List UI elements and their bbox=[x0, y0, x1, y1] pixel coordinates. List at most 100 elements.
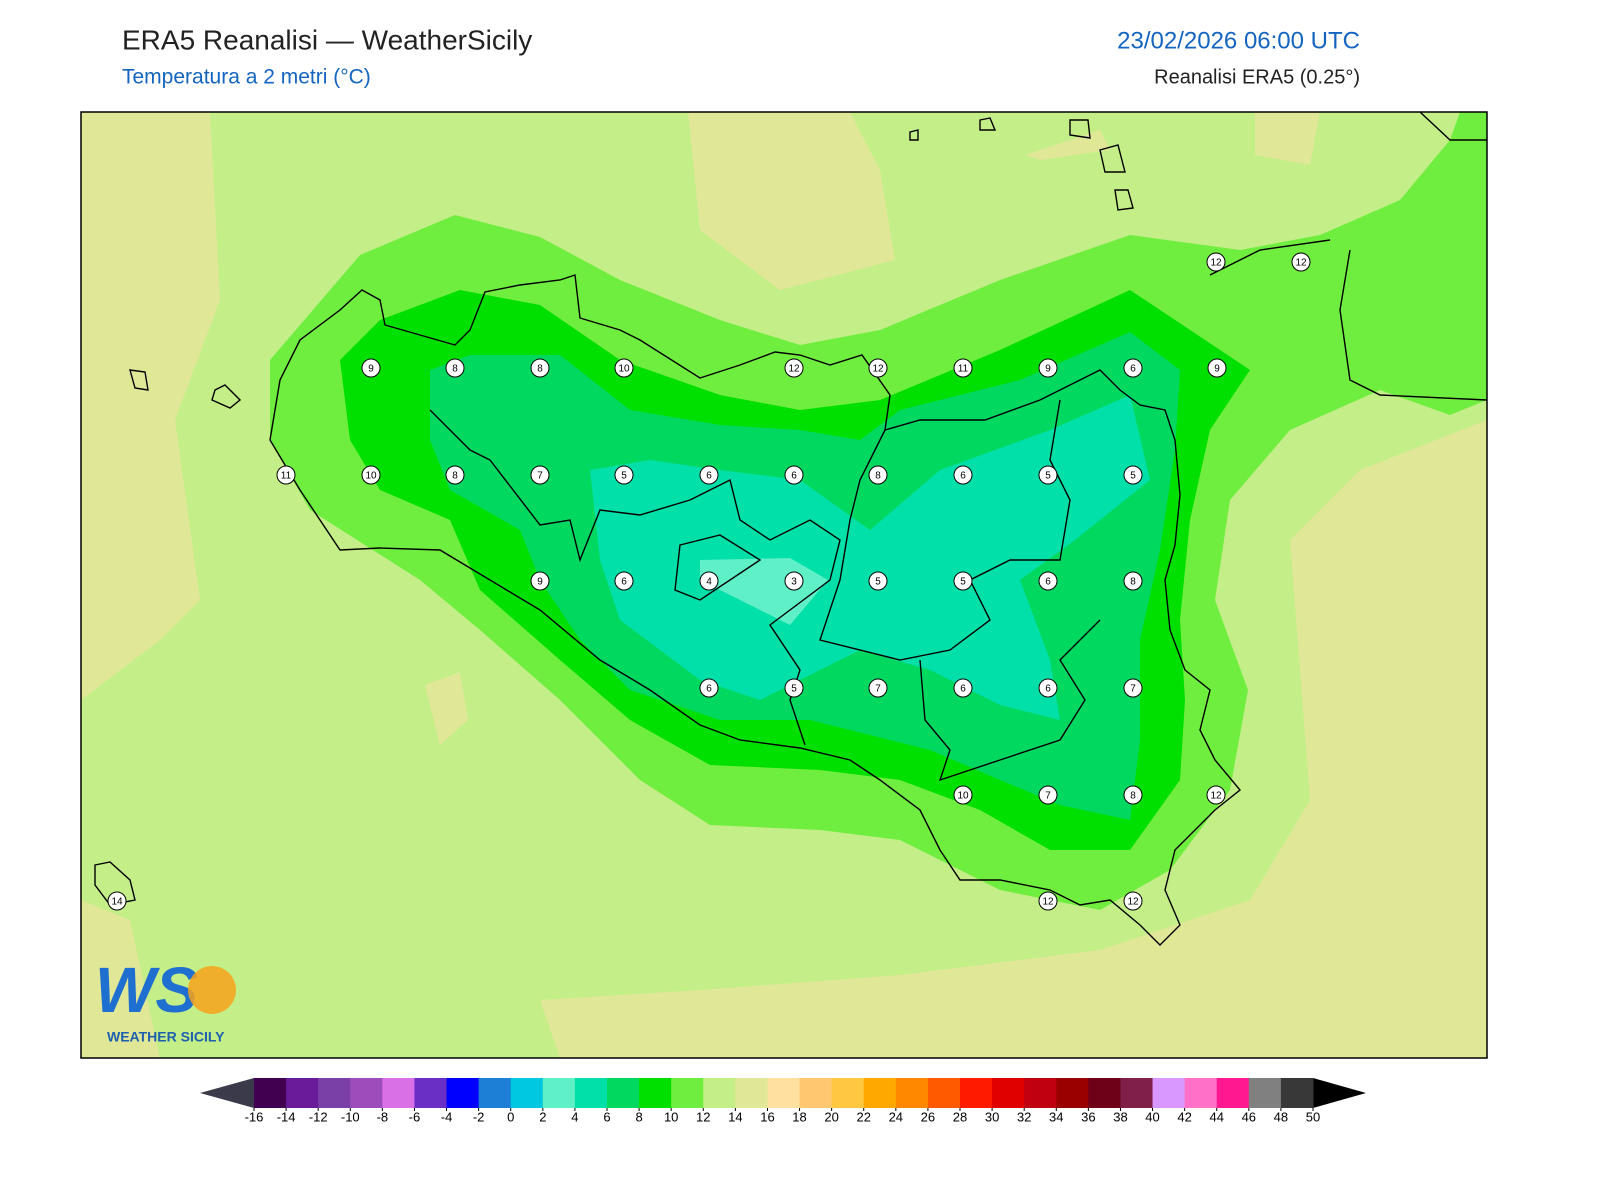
station-value: 6 bbox=[791, 471, 797, 482]
station: 7 bbox=[868, 678, 888, 698]
station-marker bbox=[953, 465, 973, 485]
station: 6 bbox=[1038, 571, 1058, 591]
station: 3 bbox=[784, 571, 804, 591]
colorbar-segment bbox=[1280, 1078, 1314, 1108]
colorbar-tick-label: -14 bbox=[277, 1109, 296, 1124]
station: 6 bbox=[953, 465, 973, 485]
colorbar-segment bbox=[1184, 1078, 1218, 1108]
colorbar-tick-label: 46 bbox=[1242, 1109, 1256, 1124]
station-marker bbox=[1207, 358, 1227, 378]
station-value: 4 bbox=[706, 577, 712, 588]
colorbar-segment bbox=[1024, 1078, 1057, 1108]
subtitle: Temperatura a 2 metri (°C) bbox=[122, 66, 371, 89]
colorbar-segment bbox=[1120, 1078, 1154, 1108]
colorbar: -16 -14 -12 -10 -8 -6 -4 -2 0 2 4 6 8 10 12 14 16 18 20 22 2… bbox=[200, 1078, 1366, 1124]
station: 10 bbox=[614, 358, 634, 378]
station-value: 9 bbox=[537, 577, 543, 588]
station-marker bbox=[953, 571, 973, 591]
colorbar-segment bbox=[927, 1078, 961, 1108]
station-value: 5 bbox=[1045, 471, 1051, 482]
station: 5 bbox=[868, 571, 888, 591]
station: 7 bbox=[530, 465, 550, 485]
colorbar-segment bbox=[1248, 1078, 1282, 1108]
station-value: 12 bbox=[788, 364, 800, 375]
station-value: 8 bbox=[1130, 577, 1136, 588]
station: 9 bbox=[1038, 358, 1058, 378]
station-marker bbox=[1206, 785, 1226, 805]
colorbar-tick-label: 26 bbox=[921, 1109, 935, 1124]
colorbar-tick-label: 16 bbox=[760, 1109, 774, 1124]
colorbar-tick-label: 48 bbox=[1274, 1109, 1288, 1124]
station-marker bbox=[868, 358, 888, 378]
colorbar-tick-label: 22 bbox=[856, 1109, 870, 1124]
station: 12 bbox=[784, 358, 804, 378]
colorbar-tick-label: 10 bbox=[664, 1109, 678, 1124]
station-marker bbox=[614, 358, 634, 378]
station: 9 bbox=[530, 571, 550, 591]
station: 6 bbox=[699, 465, 719, 485]
colorbar-tick-label: 2 bbox=[539, 1109, 546, 1124]
station-value: 8 bbox=[452, 471, 458, 482]
station-value: 10 bbox=[618, 364, 630, 375]
station-value: 6 bbox=[1045, 577, 1051, 588]
station: 12 bbox=[1206, 252, 1226, 272]
station: 6 bbox=[953, 678, 973, 698]
station-marker bbox=[1123, 358, 1143, 378]
colorbar-under bbox=[200, 1078, 254, 1108]
station-marker bbox=[614, 465, 634, 485]
station-value: 7 bbox=[537, 471, 543, 482]
station-value: 5 bbox=[1130, 471, 1136, 482]
station: 9 bbox=[361, 358, 381, 378]
map-frame bbox=[80, 111, 1488, 1059]
station-marker bbox=[1038, 465, 1058, 485]
station: 5 bbox=[614, 465, 634, 485]
colorbar-tick-label: 18 bbox=[792, 1109, 806, 1124]
station-marker bbox=[1038, 678, 1058, 698]
station: 8 bbox=[1123, 785, 1143, 805]
station-value: 12 bbox=[1210, 791, 1222, 802]
station: 12 bbox=[1038, 891, 1058, 911]
colorbar-segment bbox=[542, 1078, 576, 1108]
station: 6 bbox=[1123, 358, 1143, 378]
station-value: 6 bbox=[621, 577, 627, 588]
colorbar-segment bbox=[446, 1078, 480, 1108]
title: ERA5 Reanalisi — WeatherSicily bbox=[122, 24, 532, 55]
station: 12 bbox=[868, 358, 888, 378]
station-marker bbox=[1123, 678, 1143, 698]
station-layer: 9 8 8 10 12 12 11 9 6 9 12 12 11 10 8 7 5 6 6 8 6 5 5 9 6 4 3 5 5 6 8 6… bbox=[107, 252, 1311, 911]
station: 8 bbox=[445, 465, 465, 485]
station-value: 5 bbox=[621, 471, 627, 482]
map: 9 8 8 10 12 12 11 9 6 9 12 12 11 10 8 7 5 6 6 8 6 5 5 9 6 4 3 5 5 6 8 6… bbox=[81, 112, 1487, 1058]
coastline bbox=[94, 112, 1487, 946]
source: Reanalisi ERA5 (0.25°) bbox=[1154, 66, 1360, 88]
colorbar-segment bbox=[703, 1078, 736, 1108]
colorbar-tick-label: -16 bbox=[245, 1109, 264, 1124]
station: 12 bbox=[1206, 785, 1226, 805]
station: 12 bbox=[1123, 891, 1143, 911]
colorbar-over bbox=[1313, 1078, 1366, 1108]
station-value: 5 bbox=[875, 577, 881, 588]
station-value: 6 bbox=[960, 684, 966, 695]
field-4 bbox=[590, 395, 1150, 720]
station-marker bbox=[276, 465, 296, 485]
colorbar-segment bbox=[414, 1078, 448, 1108]
station-marker bbox=[1038, 571, 1058, 591]
colorbar-segment bbox=[895, 1078, 929, 1108]
station-value: 12 bbox=[872, 364, 884, 375]
station-marker bbox=[699, 571, 719, 591]
colorbar-tick-label: 0 bbox=[507, 1109, 514, 1124]
colorbar-segment bbox=[863, 1078, 897, 1108]
colorbar-segment bbox=[671, 1078, 704, 1108]
station-marker bbox=[614, 571, 634, 591]
station-marker bbox=[784, 678, 804, 698]
station-value: 6 bbox=[1045, 684, 1051, 695]
colorbar-tick-label: 44 bbox=[1209, 1109, 1223, 1124]
station-marker bbox=[953, 785, 973, 805]
station-marker bbox=[868, 465, 888, 485]
station-value: 11 bbox=[958, 364, 969, 375]
colorbar-tick-label: -2 bbox=[473, 1109, 485, 1124]
station-value: 8 bbox=[1130, 791, 1136, 802]
station: 5 bbox=[953, 571, 973, 591]
station-marker bbox=[784, 465, 804, 485]
